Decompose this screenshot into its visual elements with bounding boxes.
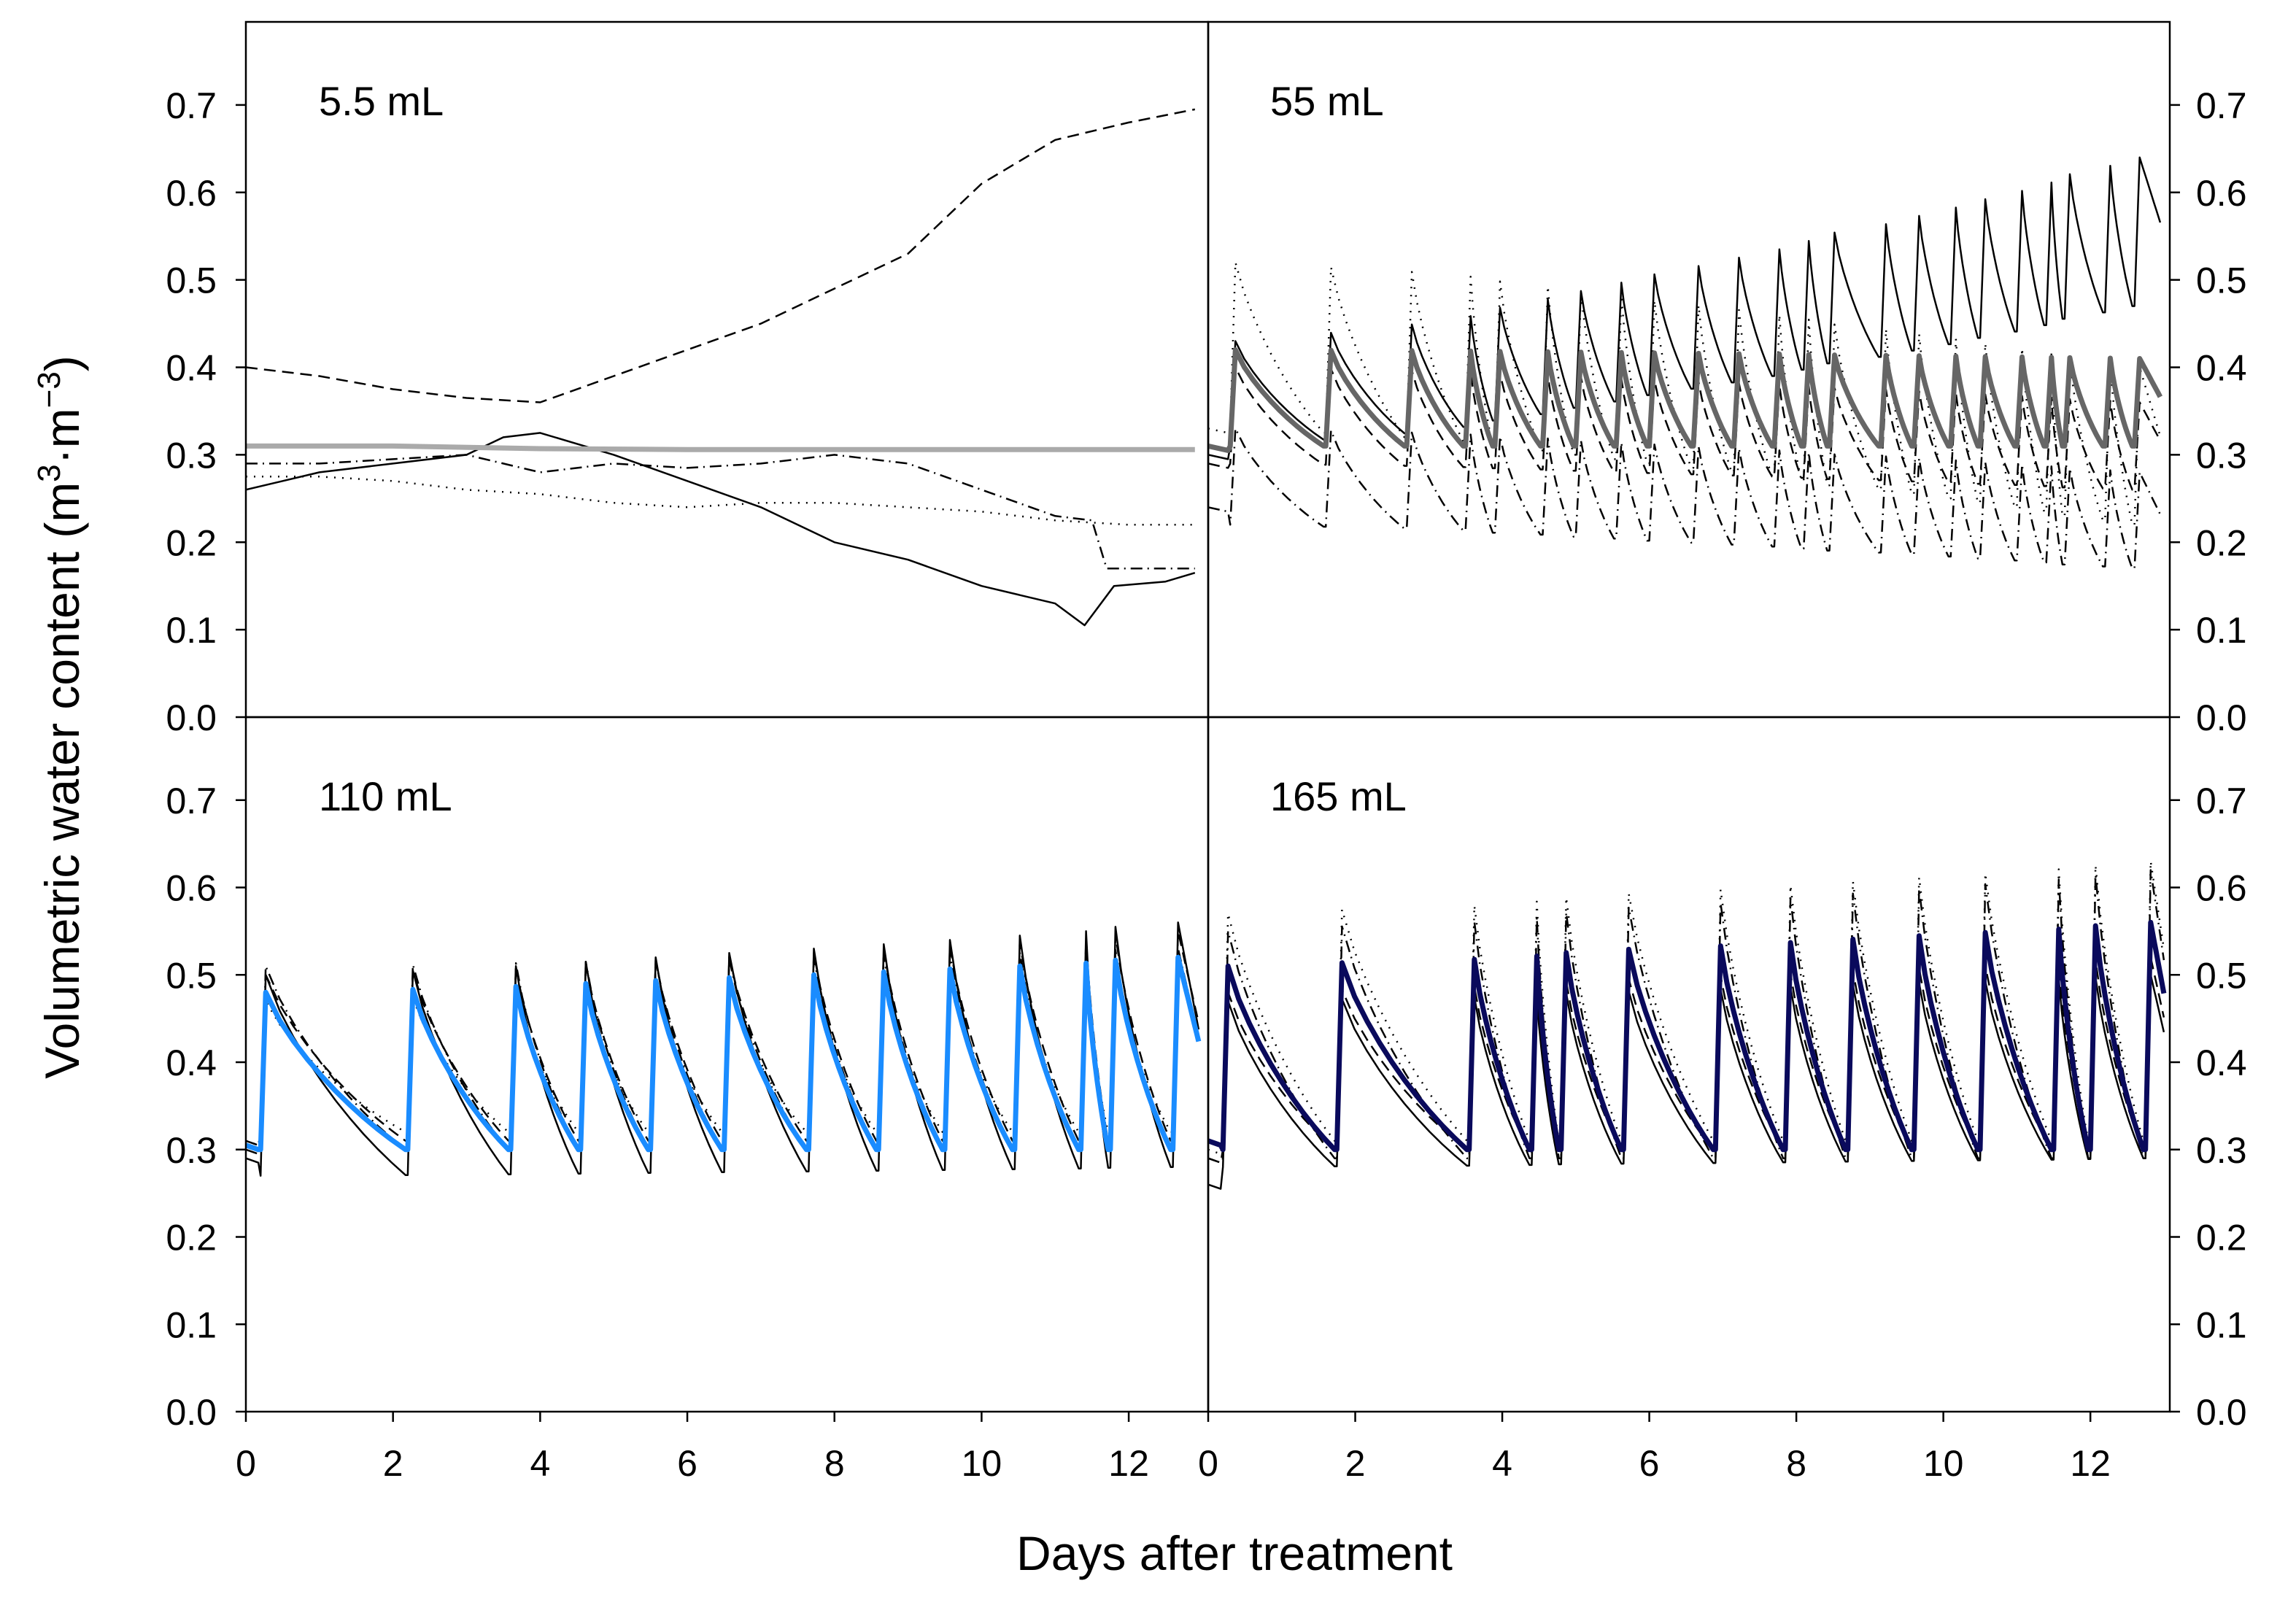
series-group (246, 108, 1196, 627)
x-tick-label: 12 (2070, 1443, 2111, 1484)
y-tick-label: 0.4 (2196, 1043, 2247, 1083)
y-tick-label: 0.1 (166, 1304, 217, 1345)
x-tick-label: 8 (824, 1443, 845, 1484)
series-line-mean (1208, 919, 2167, 1153)
series-line-mean (246, 443, 1195, 452)
series-line-sensor-dotted (246, 965, 1200, 1147)
series-line-sensor-dashed (246, 930, 1200, 1147)
y-tick-label: 0.6 (2196, 173, 2247, 214)
y-tick-label: 0.7 (2196, 781, 2247, 821)
series-line-sensor-solid (1208, 156, 2162, 460)
y-tick-label: 0.6 (166, 868, 217, 909)
series-line-mean (1208, 347, 2162, 453)
panel-label: 55 mL (1270, 78, 1384, 124)
series-group (1208, 860, 2167, 1190)
x-tick-label: 10 (1923, 1443, 1964, 1484)
x-tick-label: 8 (1786, 1443, 1806, 1484)
series-line-sensor-solid (1208, 974, 2165, 1190)
y-tick-label: 0.1 (2196, 610, 2247, 651)
panel-label: 110 mL (319, 773, 452, 819)
y-tick-label: 0.1 (166, 610, 217, 651)
x-tick-label: 10 (962, 1443, 1002, 1484)
y-tick-label: 0.4 (166, 1043, 217, 1083)
panel-5-5-mL: 5.5 mL (244, 20, 1210, 719)
y-tick-label: 0.3 (2196, 435, 2247, 476)
y-tick-label: 0.0 (2196, 1392, 2247, 1433)
y-tick-label: 0.2 (2196, 1218, 2247, 1258)
y-tick-label: 0.3 (2196, 1130, 2247, 1171)
panel-165-mL: 165 mL (1207, 716, 2171, 1413)
x-tick-label: 2 (1345, 1443, 1366, 1484)
y-tick-label: 0.5 (2196, 955, 2247, 996)
axes: 0.0 0.1 0.2 0.3 0.4 0.5 0.6 0.7 0.0 0.1 0.2 0.3 0.4 0… (166, 85, 2246, 1484)
series-line-sensor-dotted (246, 476, 1195, 526)
y-tick-label: 0.2 (2196, 522, 2247, 563)
y-tick-label: 0.0 (166, 697, 217, 738)
x-tick-label: 0 (236, 1443, 256, 1484)
series-line-sensor-dashdot (246, 454, 1195, 570)
y-tick-label: 0.2 (166, 522, 217, 563)
x-tick-label: 6 (677, 1443, 697, 1484)
series-line-sensor-dashed (246, 108, 1196, 403)
y-tick-label: 0.6 (166, 173, 217, 214)
series-line-sensor-dashdot (246, 948, 1200, 1155)
panels: 5.5 mL 55 mL 110 mL 165 mL (244, 20, 2171, 1413)
panel-label: 5.5 mL (319, 78, 444, 124)
y-tick-label: 0.5 (166, 955, 217, 996)
y-tick-label: 0.7 (166, 781, 217, 821)
series-group (1208, 156, 2162, 570)
x-tick-label: 4 (530, 1443, 550, 1484)
x-axis-label: Days after treatment (1016, 1526, 1453, 1580)
y-tick-label: 0.6 (2196, 868, 2247, 909)
y-tick-label: 0.2 (166, 1218, 217, 1258)
series-line-mean (246, 954, 1202, 1153)
panel-label: 165 mL (1270, 773, 1407, 819)
x-tick-label: 12 (1108, 1443, 1149, 1484)
y-tick-label: 0.3 (166, 435, 217, 476)
panel-55-mL: 55 mL (1207, 20, 2171, 719)
y-tick-label: 0.4 (2196, 348, 2247, 389)
y-tick-label: 0.0 (2196, 697, 2247, 738)
panel-frame (244, 20, 1210, 719)
y-tick-label: 0.5 (2196, 260, 2247, 301)
series-line-sensor-dashdot (1208, 869, 2165, 1164)
y-tick-label: 0.3 (166, 1130, 217, 1171)
x-tick-label: 6 (1639, 1443, 1660, 1484)
y-tick-label: 0.0 (166, 1392, 217, 1433)
panel-frame (1207, 716, 2171, 1413)
y-tick-label: 0.1 (2196, 1304, 2247, 1345)
series-line-sensor-solid (246, 432, 1196, 627)
x-tick-label: 0 (1198, 1443, 1218, 1484)
series-group (246, 921, 1202, 1177)
panel-110-mL: 110 mL (244, 716, 1210, 1413)
x-tick-label: 4 (1492, 1443, 1512, 1484)
y-axis-label: Volumetric water content (m3·m−3) (31, 355, 89, 1079)
y-tick-label: 0.5 (166, 260, 217, 301)
y-tick-label: 0.7 (2196, 85, 2247, 126)
x-tick-label: 2 (383, 1443, 403, 1484)
series-line-sensor-dashdot (1208, 428, 2162, 570)
y-tick-label: 0.4 (166, 348, 217, 389)
y-tick-label: 0.7 (166, 85, 217, 126)
